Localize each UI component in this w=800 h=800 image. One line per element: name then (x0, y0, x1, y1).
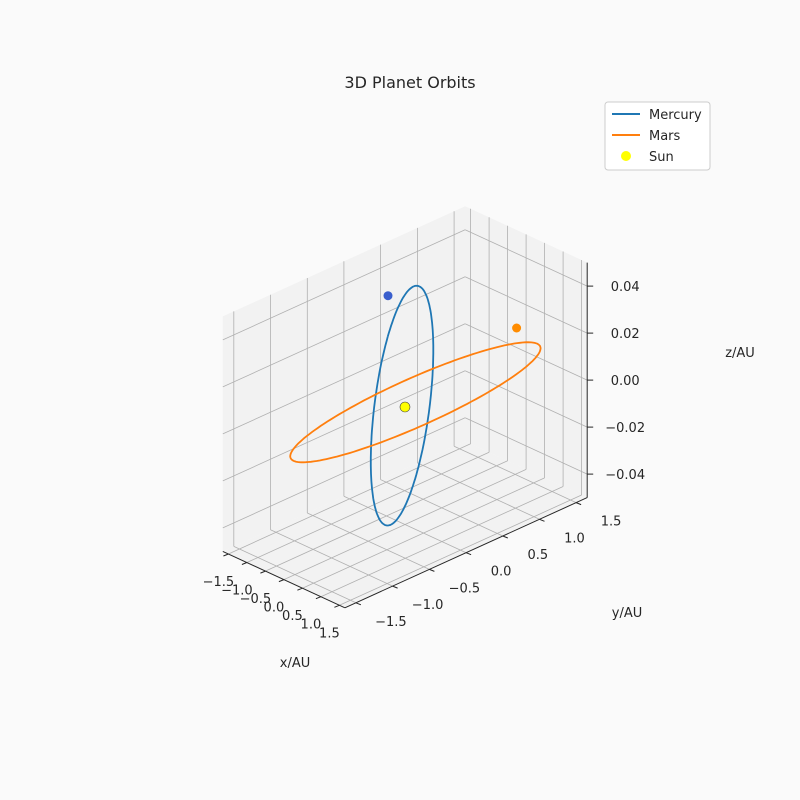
y-tick-label: 0.0 (491, 565, 512, 580)
z-grid-left (222, 229, 466, 341)
x-tick (334, 604, 340, 608)
z-grid-left (222, 276, 466, 388)
y-tick (502, 535, 508, 539)
x-tick-label: 0.5 (282, 609, 303, 624)
x-tick (223, 553, 229, 557)
y-tick (539, 518, 545, 522)
sun-marker (399, 401, 411, 413)
z-grid-right (464, 370, 588, 428)
mars-orbit-line (289, 341, 542, 464)
y-tick-label: 1.0 (564, 531, 585, 546)
grid-lines (222, 208, 588, 606)
legend-frame (604, 101, 711, 171)
y-grid-floor (380, 479, 503, 537)
z-grid-right (464, 229, 588, 287)
z-grid-left (222, 323, 466, 435)
mercury-marker (383, 291, 393, 301)
y-tick-label: 1.5 (601, 515, 622, 530)
y-grid-floor (233, 546, 357, 604)
legend-label-mercury: Mercury (649, 108, 702, 123)
tick-labels: −1.5−1.0−0.50.00.51.01.5−1.5−1.0−0.50.00… (203, 280, 646, 641)
z-tick-label: −0.04 (605, 468, 645, 483)
x-tick-label: −1.0 (221, 584, 253, 599)
y-tick-label: 0.5 (527, 548, 548, 563)
z-tick-label: 0.00 (611, 374, 640, 389)
series-group (289, 284, 542, 527)
mars-marker (512, 323, 522, 333)
z-grid-right (464, 323, 588, 381)
z-grid-right (464, 276, 588, 334)
y-grid-floor (343, 495, 467, 554)
mercury-orbit-line (369, 284, 435, 527)
y-tick (465, 552, 472, 556)
y-grid-floor (307, 512, 430, 570)
x-tick (260, 570, 266, 574)
x-tick-label: −0.5 (240, 592, 272, 607)
x-tick (315, 596, 322, 600)
y-grid-floor (453, 445, 577, 503)
z-grid-right (464, 417, 588, 475)
x-tick-label: 0.0 (264, 601, 285, 616)
x-tick (278, 579, 285, 583)
y-tick (575, 502, 582, 506)
z-tick-label: −0.02 (605, 421, 645, 436)
y-tick-label: −1.0 (412, 598, 444, 613)
y-tick-label: −0.5 (449, 581, 481, 596)
y-tick (429, 568, 435, 572)
z-axis-label: z/AU (725, 346, 755, 361)
y-tick (355, 602, 362, 606)
z-tick-label: 0.02 (611, 327, 640, 342)
legend-label-sun: Sun (649, 150, 674, 165)
axis-lines (222, 262, 594, 609)
legend-label-mars: Mars (649, 129, 681, 144)
x-tick-label: −1.5 (203, 575, 235, 590)
x-axis-label: x/AU (280, 656, 310, 671)
y-grid-floor (270, 529, 393, 587)
legend: Mercury Mars Sun (604, 101, 711, 171)
x-tick-label: 1.5 (319, 626, 340, 641)
y-tick-label: −1.5 (375, 615, 407, 630)
y-axis-line (344, 497, 588, 609)
x-tick (241, 562, 248, 565)
z-grid-left (222, 370, 466, 482)
z-tick-label: 0.04 (611, 280, 640, 295)
legend-swatch-sun (621, 151, 631, 161)
y-tick (392, 585, 398, 589)
x-tick (297, 587, 303, 591)
y-grid-floor (417, 462, 540, 520)
x-tick-label: 1.0 (301, 618, 322, 633)
y-axis-label: y/AU (612, 606, 642, 621)
chart-title: 3D Planet Orbits (344, 73, 475, 92)
